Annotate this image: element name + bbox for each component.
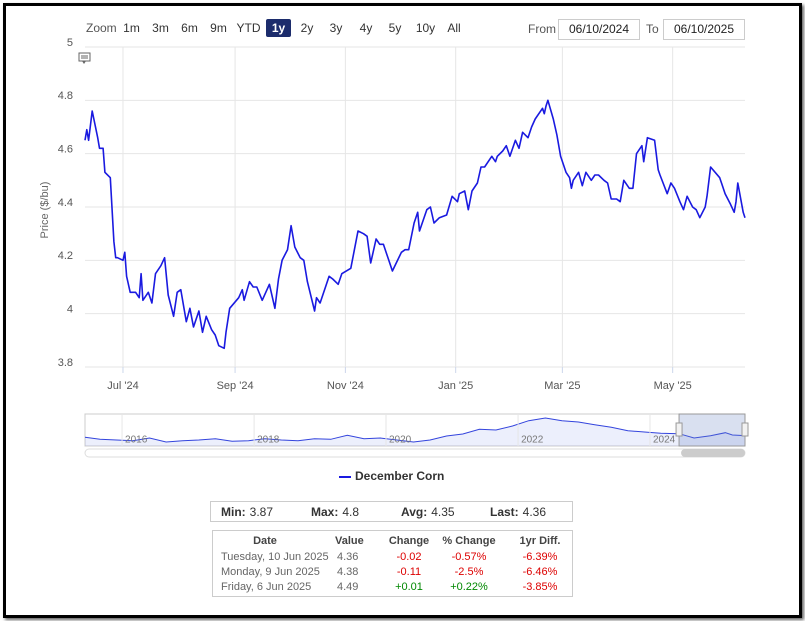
table-cell: -2.5% bbox=[454, 566, 484, 578]
table-cell: -0.11 bbox=[396, 566, 422, 578]
zoom-button[interactable]: 3y bbox=[329, 21, 343, 35]
table-cell: +0.22% bbox=[450, 581, 488, 593]
x-tick-label: Jan '25 bbox=[438, 380, 473, 392]
navigator-label: 2024 bbox=[653, 435, 676, 446]
table-cell: -3.85% bbox=[522, 581, 558, 593]
scrollbar-thumb[interactable] bbox=[681, 449, 745, 457]
y-tick-label: 5 bbox=[67, 37, 73, 49]
from-input[interactable]: 06/10/2024 bbox=[558, 19, 640, 40]
zoom-button[interactable]: 10y bbox=[415, 21, 436, 35]
y-tick-label: 4.2 bbox=[58, 250, 73, 262]
y-tick-label: 4.8 bbox=[58, 90, 73, 102]
table-cell: 4.38 bbox=[337, 566, 359, 578]
table-cell: Friday, 6 Jun 2025 bbox=[221, 581, 312, 593]
table-cell: 4.49 bbox=[337, 581, 359, 593]
x-tick-label: Jul '24 bbox=[107, 380, 138, 392]
navigator-window bbox=[678, 413, 746, 447]
table-header: Change bbox=[388, 535, 430, 547]
table-cell: Monday, 9 Jun 2025 bbox=[221, 566, 320, 578]
table-header: Value bbox=[335, 535, 364, 547]
navigator-label: 2016 bbox=[125, 435, 148, 446]
zoom-button[interactable]: YTD bbox=[236, 21, 261, 35]
navigator-area bbox=[85, 418, 745, 446]
stat-label: Last: bbox=[490, 505, 519, 519]
data-table: Date Value Change % Change 1yr Diff. Tuesday,… bbox=[212, 530, 573, 597]
table-cell: -6.39% bbox=[522, 551, 558, 563]
stat: Max: 4.8 bbox=[311, 505, 359, 519]
x-tick-label: Sep '24 bbox=[217, 380, 254, 392]
table-header: 1yr Diff. bbox=[519, 535, 561, 547]
navigator-handle[interactable] bbox=[675, 422, 683, 437]
navigator-label: 2018 bbox=[257, 435, 280, 446]
navigator-line bbox=[84, 417, 746, 443]
y-tick-label: 4 bbox=[67, 304, 73, 316]
y-tick-label: 3.8 bbox=[58, 357, 73, 369]
zoom-button[interactable]: 2y bbox=[300, 21, 314, 35]
scrollbar-track bbox=[84, 448, 746, 458]
table-header: Date bbox=[253, 535, 277, 547]
navigator-label: 2022 bbox=[521, 435, 544, 446]
y-tick-label: 4.6 bbox=[58, 144, 73, 156]
to-input[interactable]: 06/10/2025 bbox=[663, 19, 745, 40]
stat-value: 4.35 bbox=[431, 505, 455, 519]
y-tick-label: 4.4 bbox=[58, 197, 73, 209]
table-cell: Tuesday, 10 Jun 2025 bbox=[221, 551, 329, 563]
zoom-button[interactable]: 1y bbox=[266, 19, 291, 37]
zoom-button[interactable]: 5y bbox=[388, 21, 402, 35]
table-cell: +0.01 bbox=[395, 581, 423, 593]
comment-icon bbox=[78, 52, 91, 64]
stat-label: Avg: bbox=[401, 505, 428, 519]
stat: Last: 4.36 bbox=[490, 505, 546, 519]
zoom-button[interactable]: 1m bbox=[123, 21, 140, 35]
zoom-button[interactable]: 6m bbox=[181, 21, 198, 35]
zoom-button[interactable]: 9m bbox=[210, 21, 227, 35]
navigator-label: 2020 bbox=[389, 435, 412, 446]
price-line bbox=[84, 99, 746, 350]
table-cell: -6.46% bbox=[522, 566, 558, 578]
stat-value: 3.87 bbox=[249, 505, 274, 519]
stat-label: Min: bbox=[221, 505, 246, 519]
stat-value: 4.8 bbox=[342, 505, 360, 519]
stat: Avg: 4.35 bbox=[401, 505, 455, 519]
navigator-handle[interactable] bbox=[741, 422, 749, 437]
x-tick-label: Nov '24 bbox=[327, 380, 364, 392]
zoom-button[interactable]: 3m bbox=[152, 21, 169, 35]
table-cell: -0.57% bbox=[451, 551, 487, 563]
y-axis-title: Price ($/bu) bbox=[39, 182, 51, 239]
zoom-button[interactable]: All bbox=[447, 21, 461, 35]
table-header: % Change bbox=[442, 535, 496, 547]
stat-label: Max: bbox=[311, 505, 339, 519]
table-cell: 4.36 bbox=[337, 551, 359, 563]
to-label: To bbox=[646, 22, 659, 36]
zoom-label: Zoom bbox=[86, 21, 117, 35]
stat: Min: 3.87 bbox=[221, 505, 273, 519]
x-tick-label: May '25 bbox=[654, 380, 692, 392]
x-tick-label: Mar '25 bbox=[544, 380, 580, 392]
legend-label[interactable]: December Corn bbox=[355, 469, 444, 483]
stat-value: 4.36 bbox=[522, 505, 547, 519]
table-cell: -0.02 bbox=[396, 551, 422, 563]
from-label: From bbox=[528, 22, 556, 36]
zoom-button[interactable]: 4y bbox=[359, 21, 373, 35]
stats-box: Min: 3.87 Max: 4.8 Avg: 4.35 Last: 4.36 bbox=[210, 501, 573, 522]
